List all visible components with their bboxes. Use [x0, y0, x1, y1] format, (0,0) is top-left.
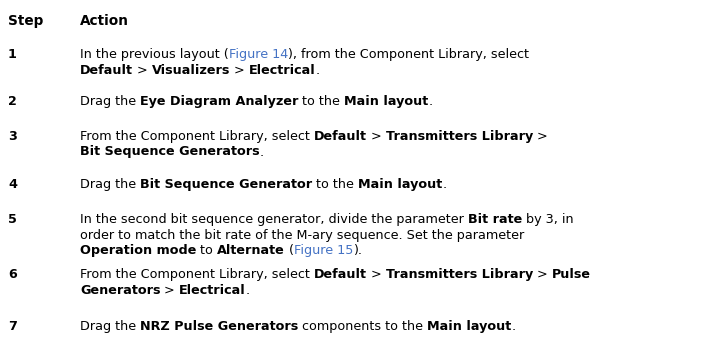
- Text: .: .: [512, 320, 516, 333]
- Text: From the Component Library, select: From the Component Library, select: [80, 130, 314, 143]
- Text: Action: Action: [80, 14, 129, 28]
- Text: ).: ).: [353, 244, 363, 257]
- Text: 7: 7: [8, 320, 17, 333]
- Text: >: >: [533, 268, 552, 281]
- Text: NRZ Pulse Generators: NRZ Pulse Generators: [140, 320, 298, 333]
- Text: .: .: [260, 146, 263, 159]
- Text: Figure 14: Figure 14: [228, 48, 288, 61]
- Text: Main layout: Main layout: [344, 95, 428, 108]
- Text: In the second bit sequence generator, divide the parameter: In the second bit sequence generator, di…: [80, 213, 468, 226]
- Text: Drag the: Drag the: [80, 178, 140, 191]
- Text: >: >: [367, 268, 386, 281]
- Text: Electrical: Electrical: [179, 283, 246, 296]
- Text: >: >: [533, 130, 548, 143]
- Text: .: .: [246, 283, 250, 296]
- Text: Transmitters Library: Transmitters Library: [386, 130, 533, 143]
- Text: ), from the Component Library, select: ), from the Component Library, select: [288, 48, 529, 61]
- Text: Electrical: Electrical: [249, 63, 316, 76]
- Text: Step: Step: [8, 14, 44, 28]
- Text: Drag the: Drag the: [80, 320, 140, 333]
- Text: Default: Default: [314, 130, 367, 143]
- Text: by 3, in: by 3, in: [522, 213, 574, 226]
- Text: Alternate: Alternate: [217, 244, 285, 257]
- Text: Default: Default: [314, 268, 367, 281]
- Text: Drag the: Drag the: [80, 95, 140, 108]
- Text: Figure 15: Figure 15: [294, 244, 353, 257]
- Text: to the: to the: [298, 95, 344, 108]
- Text: .: .: [443, 178, 446, 191]
- Text: order to match the bit rate of the M-ary sequence. Set the parameter: order to match the bit rate of the M-ary…: [80, 228, 524, 241]
- Text: Transmitters Library: Transmitters Library: [386, 268, 533, 281]
- Text: to: to: [196, 244, 217, 257]
- Text: Bit rate: Bit rate: [468, 213, 522, 226]
- Text: 3: 3: [8, 130, 17, 143]
- Text: 5: 5: [8, 213, 17, 226]
- Text: 1: 1: [8, 48, 17, 61]
- Text: >: >: [367, 130, 386, 143]
- Text: Main layout: Main layout: [358, 178, 443, 191]
- Text: Eye Diagram Analyzer: Eye Diagram Analyzer: [140, 95, 298, 108]
- Text: Bit Sequence Generators: Bit Sequence Generators: [80, 146, 260, 159]
- Text: 6: 6: [8, 268, 16, 281]
- Text: Pulse: Pulse: [552, 268, 590, 281]
- Text: 4: 4: [8, 178, 17, 191]
- Text: Operation mode: Operation mode: [80, 244, 196, 257]
- Text: 2: 2: [8, 95, 17, 108]
- Text: >: >: [230, 63, 249, 76]
- Text: .: .: [428, 95, 433, 108]
- Text: >: >: [161, 283, 179, 296]
- Text: (: (: [285, 244, 294, 257]
- Text: components to the: components to the: [298, 320, 428, 333]
- Text: From the Component Library, select: From the Component Library, select: [80, 268, 314, 281]
- Text: Default: Default: [80, 63, 133, 76]
- Text: Main layout: Main layout: [428, 320, 512, 333]
- Text: Generators: Generators: [80, 283, 161, 296]
- Text: >: >: [133, 63, 152, 76]
- Text: Visualizers: Visualizers: [152, 63, 230, 76]
- Text: .: .: [316, 63, 320, 76]
- Text: Bit Sequence Generator: Bit Sequence Generator: [140, 178, 312, 191]
- Text: to the: to the: [312, 178, 358, 191]
- Text: In the previous layout (: In the previous layout (: [80, 48, 228, 61]
